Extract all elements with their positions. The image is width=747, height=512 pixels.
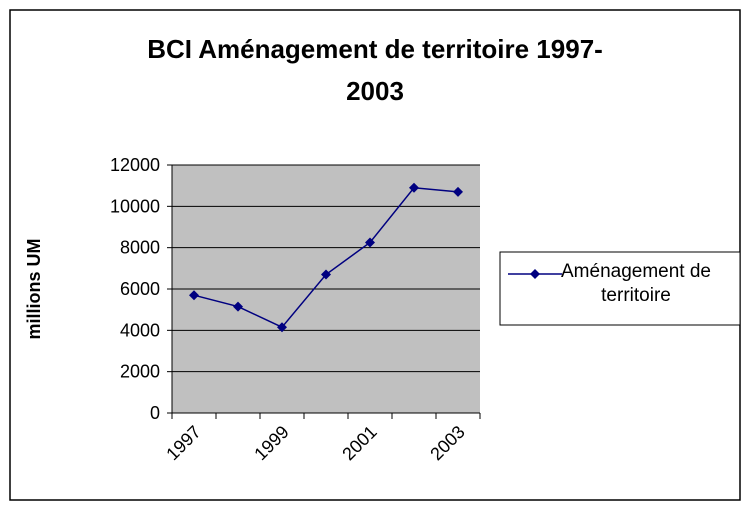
y-tick-label: 8000 xyxy=(120,238,160,258)
legend-box xyxy=(499,251,741,326)
legend-label: Aménagement de territoire xyxy=(561,261,711,306)
data-point xyxy=(189,290,199,301)
y-tick-label: 10000 xyxy=(110,196,160,216)
data-point xyxy=(409,182,419,193)
data-point xyxy=(233,301,243,312)
data-point xyxy=(277,322,287,333)
y-tick-label: 4000 xyxy=(120,320,160,340)
data-point xyxy=(321,269,331,280)
chart-title: 2003 xyxy=(346,76,404,106)
chart-title: BCI Aménagement de territoire 1997- xyxy=(147,34,603,64)
y-tick-label: 12000 xyxy=(110,155,160,175)
y-tick-label: 6000 xyxy=(120,279,160,299)
y-tick-label: 0 xyxy=(150,403,160,423)
legend-marker xyxy=(530,269,540,279)
y-tick-label: 2000 xyxy=(120,362,160,382)
data-point xyxy=(365,237,375,248)
y-axis-label: millions UM xyxy=(24,238,44,339)
data-point xyxy=(453,186,463,197)
